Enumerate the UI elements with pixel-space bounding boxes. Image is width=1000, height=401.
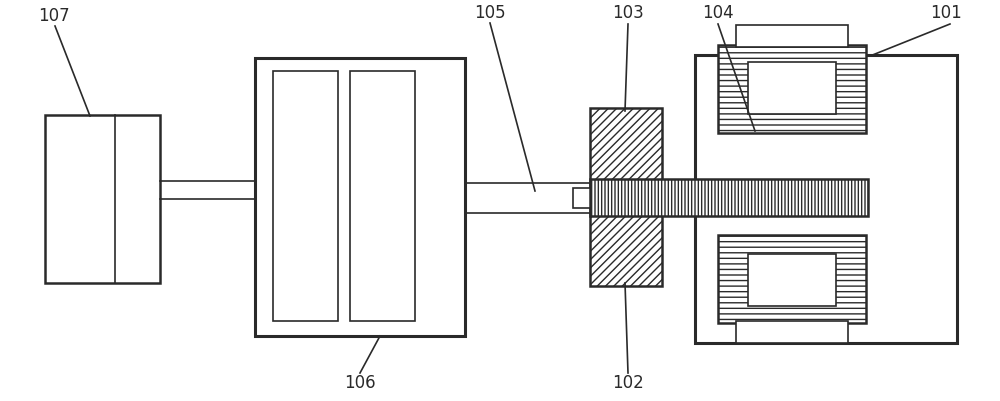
- Bar: [695, 55, 957, 343]
- Text: 107: 107: [38, 7, 70, 25]
- Text: 104: 104: [702, 4, 734, 22]
- Bar: [718, 45, 866, 133]
- Bar: [748, 254, 836, 306]
- Bar: [573, 188, 593, 208]
- Text: 103: 103: [612, 4, 644, 22]
- Text: 105: 105: [474, 4, 506, 22]
- Bar: [350, 71, 415, 321]
- Bar: [736, 25, 848, 47]
- Bar: [748, 62, 836, 114]
- Bar: [718, 235, 866, 323]
- Bar: [45, 115, 160, 283]
- Bar: [590, 179, 868, 216]
- Bar: [255, 58, 465, 336]
- Text: 106: 106: [344, 374, 376, 392]
- Bar: [590, 108, 662, 286]
- Bar: [736, 321, 848, 343]
- Text: 101: 101: [930, 4, 962, 22]
- Text: 102: 102: [612, 374, 644, 392]
- Bar: [273, 71, 338, 321]
